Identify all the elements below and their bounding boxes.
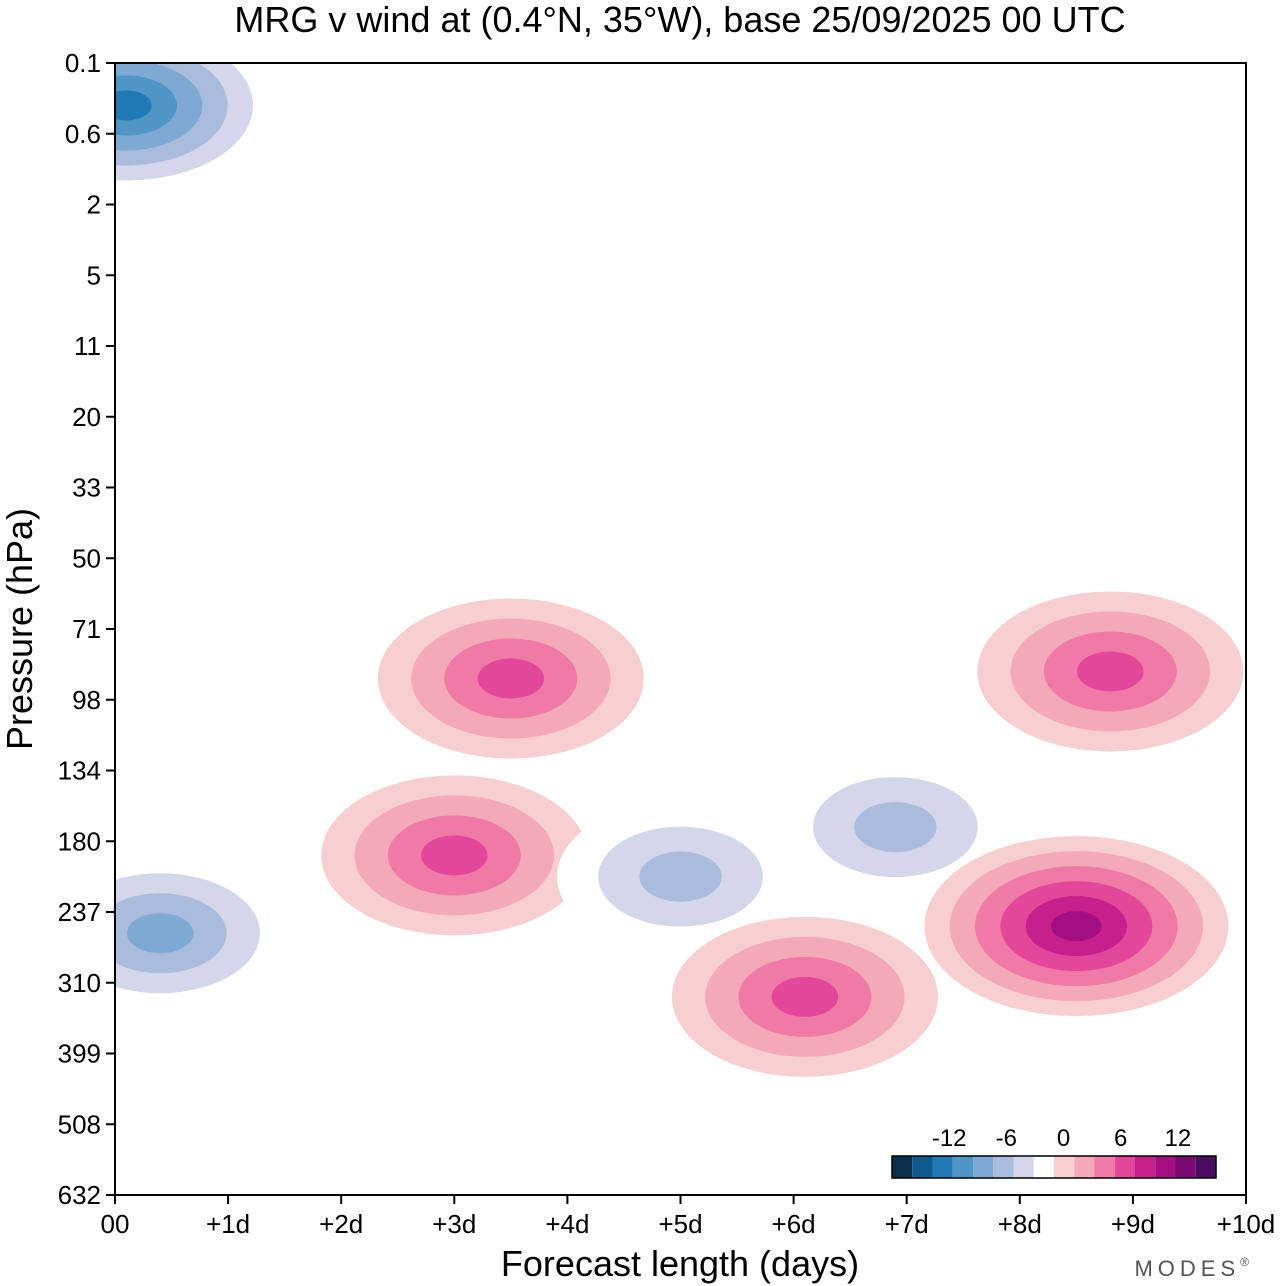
x-tick-label: +10d	[1217, 1209, 1276, 1239]
chart-title: MRG v wind at (0.4°N, 35°W), base 25/09/…	[234, 0, 1125, 40]
contour-pos-lower-middle	[771, 976, 839, 1017]
contour-pos-mid-blob	[421, 835, 488, 876]
contour-fields	[115, 63, 1244, 1077]
x-tick-label: +3d	[432, 1209, 476, 1239]
x-tick-label: +8d	[998, 1209, 1042, 1239]
colorbar-swatch	[1155, 1156, 1176, 1178]
x-tick-label: +7d	[885, 1209, 929, 1239]
y-axis-label: Pressure (hPa)	[0, 508, 40, 750]
colorbar-swatch	[973, 1156, 994, 1178]
y-tick-label: 2	[87, 190, 101, 220]
colorbar-swatch	[932, 1156, 953, 1178]
contour-pos-71hPa-right	[1077, 651, 1144, 692]
colorbar-swatch	[1094, 1156, 1115, 1178]
x-tick-label: +9d	[1111, 1209, 1155, 1239]
contour-neg-mid-right	[854, 802, 937, 853]
contour-pos-upper-ridge	[477, 658, 545, 699]
colorbar-swatch	[1114, 1156, 1135, 1178]
colorbar-swatch	[1033, 1156, 1054, 1178]
colorbar-swatch	[1195, 1156, 1216, 1178]
x-axis-label: Forecast length (days)	[501, 1243, 859, 1284]
x-tick-label: 00	[101, 1209, 130, 1239]
y-axis-ticks: 0.1 0.6 2 5 11 20 33 50 71 98 134 180 237 310 399 508 63…	[58, 48, 115, 1210]
y-tick-label: 0.1	[65, 48, 101, 78]
x-tick-label: +4d	[545, 1209, 589, 1239]
brand-mark: ®	[1240, 1255, 1254, 1269]
contour-neg-top-left	[115, 90, 152, 121]
y-tick-label: 98	[72, 685, 101, 715]
y-tick-label: 180	[58, 826, 101, 856]
y-tick-label: 632	[58, 1180, 101, 1210]
plot-area	[114, 62, 1247, 1196]
x-tick-label: +2d	[319, 1209, 363, 1239]
colorbar-label: 0	[1057, 1125, 1070, 1152]
y-tick-label: 5	[87, 260, 101, 290]
brand-logo: MODES®	[1134, 1255, 1254, 1281]
y-tick-label: 11	[74, 331, 101, 361]
colorbar-swatch	[1054, 1156, 1075, 1178]
brand-name: MODES	[1134, 1256, 1240, 1281]
contour-neg-mid-blob	[639, 851, 722, 902]
colorbar-label: -12	[932, 1125, 967, 1152]
y-tick-label: 50	[72, 543, 101, 573]
contour-neg-surface-column	[126, 913, 194, 954]
x-tick-label: +5d	[658, 1209, 702, 1239]
y-tick-label: 508	[58, 1109, 101, 1139]
x-tick-label: +1d	[206, 1209, 250, 1239]
contour-pos-lower-right-max	[1051, 911, 1102, 942]
contour-group	[115, 63, 1244, 1077]
y-tick-label: 237	[58, 897, 101, 927]
colorbar-swatch	[952, 1156, 973, 1178]
y-tick-label: 0.6	[65, 119, 101, 149]
colorbar-swatch	[912, 1156, 933, 1178]
x-axis-ticks: 00 +1d +2d +3d +4d +5d +6d +7d +8d +9d +10d	[101, 1195, 1276, 1239]
y-tick-label: 134	[58, 756, 101, 786]
colorbar-swatch	[892, 1156, 913, 1178]
colorbar-swatch	[1135, 1156, 1156, 1178]
colorbar-swatch	[993, 1156, 1014, 1178]
y-tick-label: 71	[72, 614, 101, 644]
y-tick-label: 310	[58, 968, 101, 998]
colorbar-frame	[891, 1155, 1217, 1179]
colorbar-swatch	[1074, 1156, 1095, 1178]
colorbar-swatch	[1013, 1156, 1034, 1178]
y-tick-label: 33	[72, 473, 101, 503]
y-tick-label: 20	[72, 402, 101, 432]
y-tick-label: 399	[58, 1039, 101, 1069]
colorbar-label: 6	[1114, 1125, 1127, 1152]
colorbar-label: 12	[1165, 1125, 1192, 1152]
colorbar: -12 -6 0 6 12	[891, 1125, 1217, 1179]
colorbar-label: -6	[996, 1125, 1017, 1152]
x-tick-label: +6d	[772, 1209, 816, 1239]
colorbar-swatch	[1175, 1156, 1196, 1178]
